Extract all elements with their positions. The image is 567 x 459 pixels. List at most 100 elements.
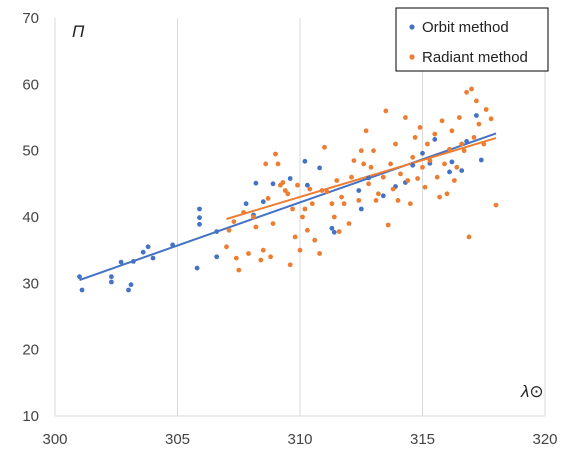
data-point-radiant [280, 180, 286, 185]
data-point-radiant [297, 247, 303, 253]
data-point-radiant [302, 206, 308, 212]
data-point-orbit [459, 168, 465, 174]
data-point-orbit [214, 229, 220, 235]
data-point-radiant [309, 201, 315, 207]
data-point-radiant [390, 186, 396, 192]
data-point-radiant [366, 181, 371, 187]
data-point-radiant [488, 116, 494, 122]
tick-labels: 300 305 310 315 320 10 20 30 40 50 60 70 [22, 10, 557, 448]
data-point-radiant [358, 148, 364, 154]
data-point-radiant [393, 141, 398, 147]
data-point-radiant [405, 178, 411, 183]
data-point-radiant [270, 221, 276, 227]
y-tick-label: 40 [22, 209, 39, 226]
data-point-radiant [349, 174, 354, 180]
data-point-orbit [77, 274, 82, 280]
x-tick-label: 320 [532, 431, 557, 448]
data-point-orbit [410, 162, 416, 168]
data-point-orbit [150, 255, 156, 261]
data-point-orbit [109, 279, 114, 285]
data-point-radiant [285, 191, 291, 197]
data-point-orbit [356, 188, 362, 193]
data-point-radiant [383, 108, 389, 114]
data-point-radiant [275, 161, 281, 167]
data-point-radiant [260, 247, 266, 253]
data-point-radiant [380, 174, 386, 180]
data-point-orbit [260, 199, 266, 205]
y-axis-label: П [72, 22, 85, 41]
data-point-radiant [417, 125, 423, 130]
data-point-orbit [358, 206, 364, 212]
data-point-radiant [422, 184, 428, 190]
data-point-orbit [331, 229, 337, 235]
data-point-orbit [305, 182, 310, 188]
data-point-orbit [432, 137, 438, 142]
data-point-orbit [79, 287, 85, 293]
data-point-radiant [346, 221, 352, 227]
x-tick-label: 300 [42, 431, 67, 448]
legend-marker-radiant [409, 54, 415, 60]
data-point-radiant [265, 196, 271, 201]
data-point-orbit [270, 181, 276, 187]
data-point-radiant [385, 222, 391, 228]
data-point-orbit [243, 201, 249, 207]
data-point-radiant [474, 98, 479, 104]
data-point-radiant [493, 202, 499, 208]
data-point-orbit [131, 259, 136, 264]
data-point-radiant [273, 151, 278, 157]
data-point-radiant [339, 194, 344, 200]
data-point-radiant [454, 164, 460, 170]
data-point-orbit [194, 265, 200, 271]
data-point-radiant [336, 229, 342, 235]
data-point-radiant [388, 161, 393, 167]
data-point-radiant [449, 128, 455, 134]
data-point-radiant [412, 135, 418, 140]
data-point-orbit [118, 259, 124, 265]
data-point-radiant [224, 244, 229, 250]
data-point-radiant [324, 189, 330, 195]
axes [54, 18, 545, 417]
data-point-orbit [420, 150, 425, 156]
legend: Orbit method Radiant method [395, 7, 549, 72]
data-point-orbit [302, 158, 308, 164]
data-point-radiant [253, 224, 259, 230]
data-point-radiant [373, 198, 379, 203]
data-point-radiant [236, 267, 242, 273]
data-point-orbit [464, 139, 469, 144]
data-point-orbit [474, 113, 479, 118]
y-tick-label: 20 [22, 342, 39, 359]
data-point-orbit [197, 215, 202, 221]
legend-marker-orbit [409, 24, 415, 30]
y-tick-label: 60 [22, 76, 39, 93]
data-point-radiant [341, 201, 347, 207]
data-point-radiant [233, 255, 239, 261]
legend-label-radiant: Radiant method [422, 49, 528, 66]
data-point-radiant [356, 198, 362, 203]
y-tick-label: 50 [22, 143, 39, 160]
data-point-orbit [126, 287, 131, 293]
x-axis-label: λ⊙ [520, 382, 544, 401]
data-point-radiant [290, 206, 295, 212]
legend-box [395, 7, 549, 72]
data-point-radiant [287, 262, 293, 268]
y-tick-label: 10 [22, 408, 39, 425]
data-point-radiant [469, 86, 474, 92]
data-point-radiant [334, 178, 340, 183]
data-point-orbit [253, 180, 259, 186]
data-point-radiant [322, 144, 327, 150]
data-point-radiant [226, 227, 232, 233]
trendline-radiant [226, 137, 497, 220]
data-point-radiant [231, 219, 237, 225]
data-point-radiant [292, 234, 298, 240]
data-point-orbit [449, 159, 455, 165]
data-point-radiant [456, 115, 462, 120]
data-point-radiant [481, 141, 487, 147]
trendlines [79, 132, 497, 281]
data-point-radiant [307, 186, 313, 192]
data-point-radiant [398, 171, 403, 177]
data-point-radiant [427, 158, 433, 164]
data-point-orbit [366, 175, 371, 181]
data-point-orbit [140, 249, 146, 255]
x-tick-label: 310 [287, 431, 312, 448]
